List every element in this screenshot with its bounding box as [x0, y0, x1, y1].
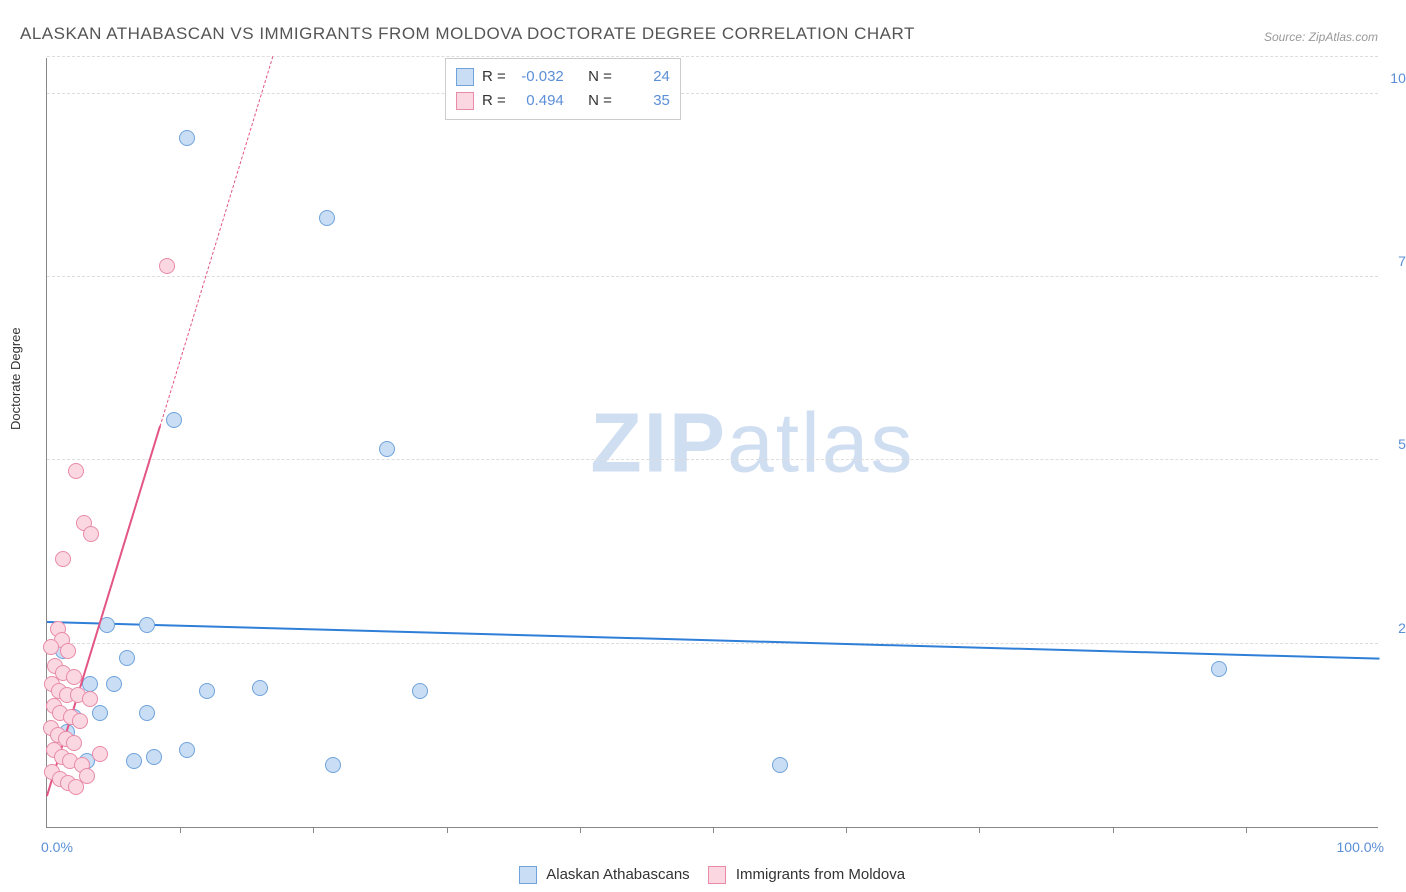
data-point [79, 768, 95, 784]
gridline [47, 459, 1378, 460]
xtick [180, 827, 181, 833]
r-value: 0.494 [514, 89, 564, 113]
xtick [447, 827, 448, 833]
ytick-label: 2.5% [1398, 620, 1406, 636]
data-point [166, 412, 182, 428]
data-point [199, 683, 215, 699]
chart-title: ALASKAN ATHABASCAN VS IMMIGRANTS FROM MO… [20, 24, 915, 44]
data-point [106, 676, 122, 692]
watermark-light: atlas [727, 395, 914, 489]
legend-swatch [456, 68, 474, 86]
legend-series-label: Alaskan Athabascans [543, 866, 690, 883]
data-point [412, 683, 428, 699]
data-point [92, 705, 108, 721]
source-label: Source: ZipAtlas.com [1264, 30, 1378, 44]
legend-swatch [708, 866, 726, 884]
data-point [325, 757, 341, 773]
data-point [68, 463, 84, 479]
data-point [126, 753, 142, 769]
legend-series: Alaskan Athabascans Immigrants from Mold… [0, 866, 1406, 884]
legend-series-label: Immigrants from Moldova [732, 866, 905, 883]
legend-row: R = 0.494 N = 35 [456, 89, 670, 113]
gridline [47, 276, 1378, 277]
legend-swatch [456, 92, 474, 110]
ytick-label: 7.5% [1398, 253, 1406, 269]
plot-area: ZIPatlas 2.5%5.0%7.5%10.0%0.0%100.0% [46, 58, 1378, 828]
data-point [379, 441, 395, 457]
data-point [60, 643, 76, 659]
xtick [580, 827, 581, 833]
xtick-label: 100.0% [1337, 839, 1384, 855]
trend-line [47, 621, 1379, 660]
data-point [179, 130, 195, 146]
data-point [139, 705, 155, 721]
data-point [82, 691, 98, 707]
data-point [146, 749, 162, 765]
data-point [66, 735, 82, 751]
data-point [179, 742, 195, 758]
xtick [979, 827, 980, 833]
xtick [1113, 827, 1114, 833]
legend-correlation: R = -0.032 N = 24 R = 0.494 N = 35 [445, 58, 681, 120]
data-point [1211, 661, 1227, 677]
legend-row: R = -0.032 N = 24 [456, 65, 670, 89]
legend-swatch [519, 866, 537, 884]
data-point [66, 669, 82, 685]
gridline [47, 93, 1378, 94]
data-point [55, 551, 71, 567]
watermark: ZIPatlas [590, 394, 914, 491]
data-point [252, 680, 268, 696]
n-value: 24 [620, 65, 670, 89]
data-point [772, 757, 788, 773]
r-label: R = [482, 89, 506, 113]
xtick-label: 0.0% [41, 839, 73, 855]
n-label: N = [588, 65, 612, 89]
xtick [313, 827, 314, 833]
y-axis-label: Doctorate Degree [8, 327, 23, 430]
xtick [713, 827, 714, 833]
ytick-label: 10.0% [1390, 70, 1406, 86]
trend-line [160, 56, 274, 427]
gridline [47, 56, 1378, 57]
data-point [83, 526, 99, 542]
n-label: N = [588, 89, 612, 113]
data-point [72, 713, 88, 729]
n-value: 35 [620, 89, 670, 113]
xtick [1246, 827, 1247, 833]
data-point [139, 617, 155, 633]
gridline [47, 643, 1378, 644]
data-point [92, 746, 108, 762]
r-value: -0.032 [514, 65, 564, 89]
data-point [43, 639, 59, 655]
watermark-bold: ZIP [590, 395, 727, 489]
r-label: R = [482, 65, 506, 89]
ytick-label: 5.0% [1398, 436, 1406, 452]
data-point [119, 650, 135, 666]
data-point [159, 258, 175, 274]
xtick [846, 827, 847, 833]
data-point [319, 210, 335, 226]
